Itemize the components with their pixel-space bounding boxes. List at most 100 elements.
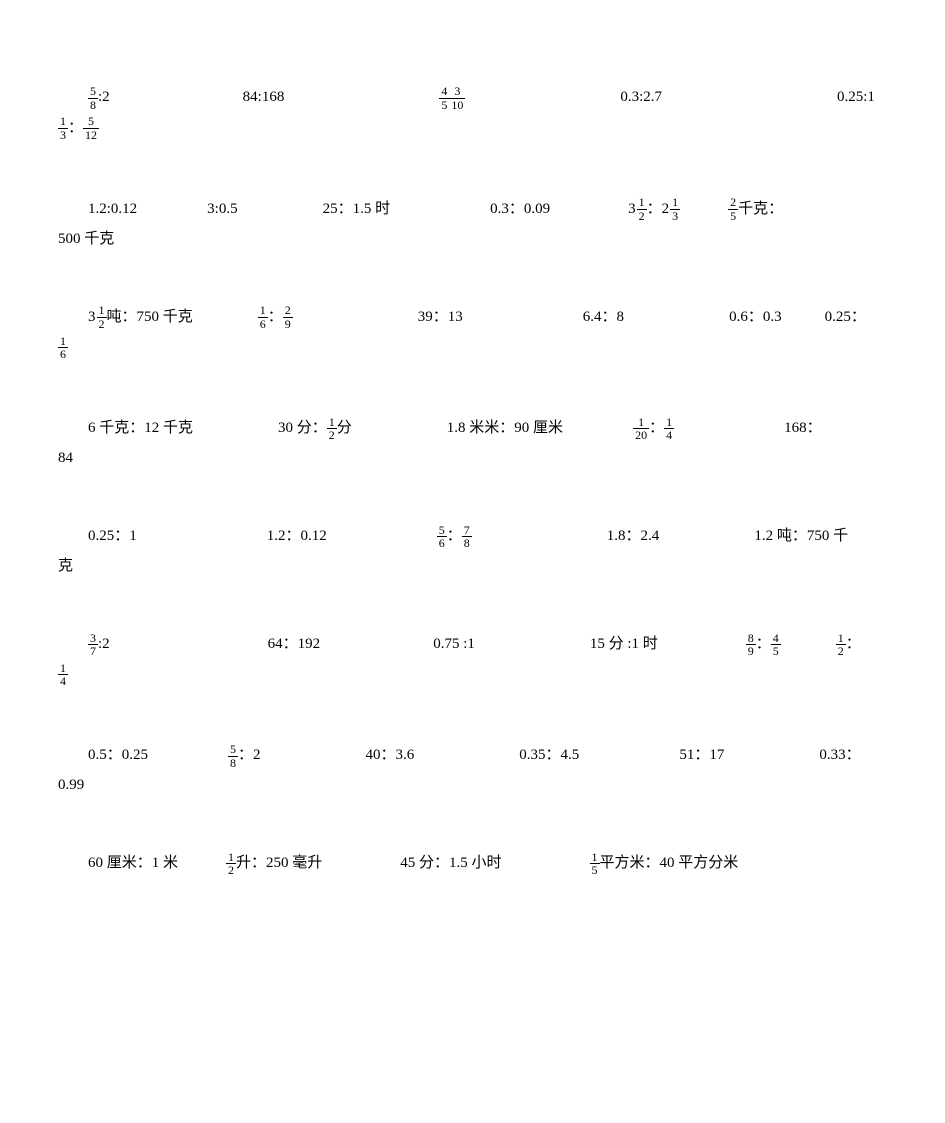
ratio-item: 45 分：1.5 小时 [322, 854, 501, 874]
ratio-item: 58 :2 [30, 85, 110, 111]
ratio-item: 25：1.5 时 [238, 200, 391, 220]
ratio-item: 25 千克： [680, 196, 783, 222]
fraction-denominator: 5 [439, 98, 449, 112]
fraction: 16 [258, 304, 268, 330]
fraction-numerator: 5 [437, 524, 447, 537]
text-run: 0.99 [58, 776, 84, 796]
ratio-item: 12： [781, 632, 861, 658]
fraction-denominator: 12 [83, 128, 99, 142]
fraction: 15 [590, 851, 600, 877]
fraction-numerator: 5 [228, 743, 238, 756]
fraction-denominator: 5 [590, 863, 600, 877]
text-run: 平方米：40 平方分米 [600, 854, 739, 874]
text-run: 1.2：0.12 [267, 527, 327, 547]
mixed-fraction: 312 [88, 304, 107, 330]
ratio-item: 0.75 :1 [320, 635, 475, 655]
ratio-item: 0.5：0.25 [30, 746, 148, 766]
text-run: 84 [58, 449, 73, 469]
fraction: 56 [437, 524, 447, 550]
fraction-denominator: 9 [283, 317, 293, 331]
problem-group: 312 吨：750 千克16：2939：136.4：80.6：0.30.25：1… [30, 304, 915, 360]
ratio-item: 1.2:0.12 [30, 200, 137, 220]
fraction-numerator: 3 [88, 632, 98, 645]
fraction: 14 [58, 662, 68, 688]
fraction-numerator: 7 [462, 524, 472, 537]
text-run: 15 分 :1 时 [590, 635, 658, 655]
fraction-numerator: 1 [97, 304, 107, 317]
fraction: 25 [728, 196, 738, 222]
fraction-denominator: 3 [670, 209, 680, 223]
fraction: 13 [670, 196, 680, 222]
row-continuation: 14 [30, 662, 915, 688]
text-run: 6 千克：12 千克 [88, 419, 193, 439]
fraction: 13 [58, 115, 68, 141]
text-run: 84:168 [243, 88, 285, 108]
ratio-item: 0.25：1 [30, 527, 137, 547]
ratio-item: 3:0.5 [137, 200, 237, 220]
fraction-denominator: 3 [58, 128, 68, 142]
text-run: ：2 [238, 746, 261, 766]
fraction-denominator: 8 [228, 756, 238, 770]
text-run: ： [756, 635, 771, 655]
fraction-denominator: 2 [836, 644, 846, 658]
row-continuation: 0.99 [30, 773, 915, 796]
fraction-denominator: 2 [327, 428, 337, 442]
row-continuation: 84 [30, 446, 915, 469]
text-run: 千克： [738, 200, 783, 220]
ratio-item: 1.8：2.4 [472, 527, 660, 547]
fraction: 29 [283, 304, 293, 330]
ratio-item: 51：17 [579, 746, 724, 766]
fraction-numerator: 1 [327, 416, 337, 429]
fraction-denominator: 10 [449, 98, 465, 112]
text-run: 吨：750 千克 [107, 308, 193, 328]
problem-row: 6 千克：12 千克30 分：12分1.8 米米：90 厘米120：14168： [30, 416, 915, 442]
fraction-denominator: 2 [226, 863, 236, 877]
problem-group: 60 厘米：1 米 1 2升：250 毫升45 分：1.5 小时 15平方米：40 平… [30, 851, 915, 877]
text-run: 40：3.6 [366, 746, 415, 766]
fraction-denominator: 5 [728, 209, 738, 223]
text-run: 升：250 毫升 [236, 854, 322, 874]
ratio-item: 312 吨：750 千克 [30, 304, 193, 330]
fraction: 45 [771, 632, 781, 658]
fraction-numerator: 8 [746, 632, 756, 645]
text-run: 0.25：1 [88, 527, 137, 547]
ratio-item: 60 厘米：1 米 [30, 854, 178, 874]
ratio-item: 14 [30, 662, 68, 688]
fraction-numerator: 1 [590, 851, 600, 864]
ratio-item: 40：3.6 [261, 746, 415, 766]
ratio-item: 1.2：0.12 [137, 527, 327, 547]
text-run: :2 [98, 88, 110, 108]
ratio-item: 30 分：12分 [193, 416, 352, 442]
fraction-denominator: 6 [258, 317, 268, 331]
problem-group: 6 千克：12 千克30 分：12分1.8 米米：90 厘米120：14168：… [30, 416, 915, 469]
ratio-item: 6 千克：12 千克 [30, 419, 193, 439]
text-run: 0.35：4.5 [519, 746, 579, 766]
fraction-numerator: 1 [258, 304, 268, 317]
ratio-item: 16：29 [193, 304, 293, 330]
problem-row: 37 :264：1920.75 :115 分 :1 时89：4512： [30, 632, 915, 658]
fraction-numerator: 1 [664, 416, 674, 429]
text-run: 30 分： [278, 419, 327, 439]
problem-group: 0.5：0.2558：240：3.60.35：4.551：170.33：0.99 [30, 743, 915, 796]
ratio-item: 58：2 [148, 743, 261, 769]
text-run: ： [649, 419, 664, 439]
ratio-item: 1.8 米米：90 厘米 [352, 419, 563, 439]
text-run: 51：17 [679, 746, 724, 766]
fraction-numerator: 1 [670, 196, 680, 209]
text-run: ： [447, 527, 462, 547]
fraction-denominator: 2 [637, 209, 647, 223]
fraction: 12 [836, 632, 846, 658]
ratio-item: 64：192 [110, 635, 321, 655]
text-run: 1.2:0.12 [88, 200, 137, 220]
text-run: 0.25:1 [837, 88, 875, 108]
fraction-denominator: 6 [437, 536, 447, 550]
fraction: 45 [439, 85, 449, 111]
text-run: 0.33： [819, 746, 860, 766]
ratio-item: 0.25： [782, 308, 866, 328]
text-run: 64：192 [268, 635, 321, 655]
ratio-item: 克 [30, 557, 73, 577]
mixed-whole: 3 [628, 200, 636, 220]
text-run: :2 [98, 635, 110, 655]
fraction-denominator: 6 [58, 347, 68, 361]
ratio-item: 0.25:1 [662, 88, 875, 108]
